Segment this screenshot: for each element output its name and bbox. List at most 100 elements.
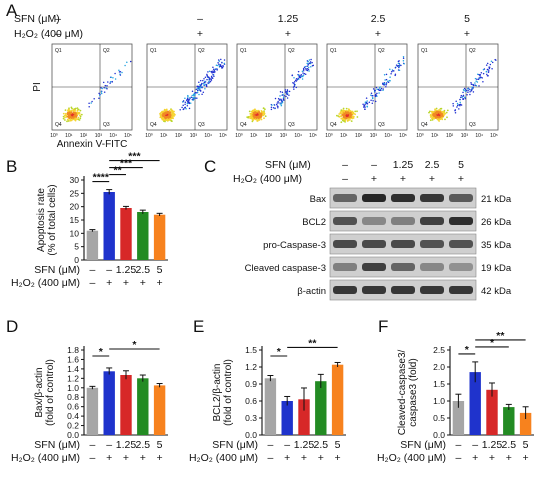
flow-event-dot: [103, 91, 106, 93]
flow-x-tick: 10⁰: [416, 133, 424, 139]
flow-event-dot: [286, 89, 289, 91]
flow-event-dot: [396, 65, 399, 67]
flow-event-dot: [121, 71, 123, 74]
flow-event-dot: [199, 90, 202, 92]
flow-event-dot: [354, 113, 356, 116]
flow-event-dot: [210, 75, 213, 78]
flow-event-dot: [476, 78, 478, 81]
flow-event-dot: [482, 72, 485, 75]
flow-event-dot: [79, 115, 82, 118]
protein-band: [449, 286, 473, 294]
h2o2-value-sfn-1-25: +: [123, 277, 129, 289]
flow-event-dot: [402, 59, 405, 62]
flow-x-tick: 10²: [80, 133, 88, 139]
flow-event-dot: [98, 97, 100, 100]
flow-event-dot: [106, 87, 108, 90]
flow-event-dot: [464, 88, 467, 91]
flow-event-dot: [382, 89, 384, 91]
y-tick-label: 0.4: [67, 411, 79, 421]
flow-event-dot: [62, 112, 65, 115]
flow-event-dot: [88, 106, 90, 108]
flow-event-dot: [199, 84, 201, 86]
flow-event-dot: [340, 117, 343, 120]
bar-sfn-2-5: [315, 381, 327, 435]
protein-band: [420, 217, 444, 225]
flow-event-dot: [126, 61, 128, 64]
panel-letter-e: E: [193, 317, 204, 336]
flow-event-dot: [300, 75, 303, 78]
y-tick-label: 1.5: [433, 379, 445, 389]
bar-sfn-2-5: [137, 212, 149, 260]
flow-event-dot: [100, 92, 103, 95]
flow-event-dot: [398, 64, 401, 66]
quadrant-label-q4: Q4: [330, 122, 337, 128]
flow-x-tick: 10⁴: [384, 133, 392, 139]
flow-event-dot: [208, 78, 211, 81]
flow-event-dot: [434, 115, 437, 117]
flow-event-dot: [223, 59, 226, 61]
flow-event-dot: [489, 63, 492, 66]
quadrant-label-q3: Q3: [469, 122, 476, 128]
flow-event-dot: [165, 113, 167, 115]
flow-event-dot: [370, 92, 373, 94]
panel-a-h2o2-value-h2o2: +: [197, 28, 203, 40]
flow-event-dot: [278, 99, 281, 101]
flow-event-dot: [439, 111, 442, 114]
flow-x-tick: 10²: [355, 133, 363, 139]
sfn-value-sfn-5: 5: [157, 264, 163, 276]
panel-c-sfn-value-sfn-1-25: 1.25: [393, 159, 414, 171]
flow-event-dot: [463, 87, 466, 90]
flow-event-dot: [455, 100, 457, 103]
flow-event-dot: [378, 92, 380, 94]
flow-event-dot: [300, 74, 303, 76]
flow-event-dot: [75, 116, 78, 118]
sfn-value-sfn-1-25: 1.25: [116, 439, 137, 451]
sfn-value-control: –: [89, 264, 95, 276]
flow-event-dot: [307, 68, 310, 71]
flow-event-dot: [276, 102, 279, 104]
flow-event-dot: [371, 102, 374, 105]
flow-event-dot: [192, 99, 194, 101]
flow-event-dot: [356, 116, 359, 118]
h2o2-value-h2o2: +: [106, 452, 112, 464]
flow-event-dot: [349, 111, 352, 114]
flow-event-dot: [201, 93, 203, 95]
flow-event-dot: [288, 90, 291, 93]
flow-event-dot: [307, 60, 309, 63]
flow-event-dot: [472, 91, 475, 93]
protein-band: [391, 263, 415, 271]
flow-event-dot: [350, 113, 353, 116]
flow-event-dot: [352, 115, 355, 118]
panel-c-h2o2-value-control: –: [342, 173, 348, 185]
flow-event-dot: [249, 112, 252, 115]
flow-event-dot: [211, 76, 213, 79]
flow-event-dot: [104, 84, 107, 87]
flow-event-dot: [203, 77, 205, 80]
flow-event-dot: [400, 64, 402, 67]
sfn-value-sfn-5: 5: [335, 439, 341, 451]
flow-event-dot: [270, 108, 273, 111]
flow-event-dot: [165, 116, 168, 119]
flow-event-dot: [185, 99, 188, 102]
flow-event-dot: [390, 70, 393, 73]
flow-event-dot: [262, 110, 264, 113]
flow-event-dot: [346, 115, 349, 117]
h2o2-value-sfn-5: +: [335, 452, 341, 464]
y-tick-label: 1.2: [67, 373, 79, 383]
flow-event-dot: [256, 119, 259, 122]
flow-event-dot: [73, 114, 76, 117]
flow-event-dot: [62, 117, 65, 120]
flow-event-dot: [336, 114, 338, 117]
flow-event-dot: [470, 89, 473, 92]
y-tick-label: 15: [70, 215, 80, 225]
sfn-value-sfn-1-25: 1.25: [116, 264, 137, 276]
flow-event-dot: [476, 81, 479, 83]
panel-a-h2o2-value-sfn-5: +: [464, 28, 470, 40]
y-tick-label: 1.0: [67, 383, 79, 393]
flow-event-dot: [456, 106, 458, 108]
flow-event-dot: [462, 98, 464, 100]
flow-event-dot: [129, 60, 132, 63]
flow-event-dot: [470, 82, 472, 84]
flow-event-dot: [301, 70, 304, 73]
flow-event-dot: [220, 58, 222, 61]
